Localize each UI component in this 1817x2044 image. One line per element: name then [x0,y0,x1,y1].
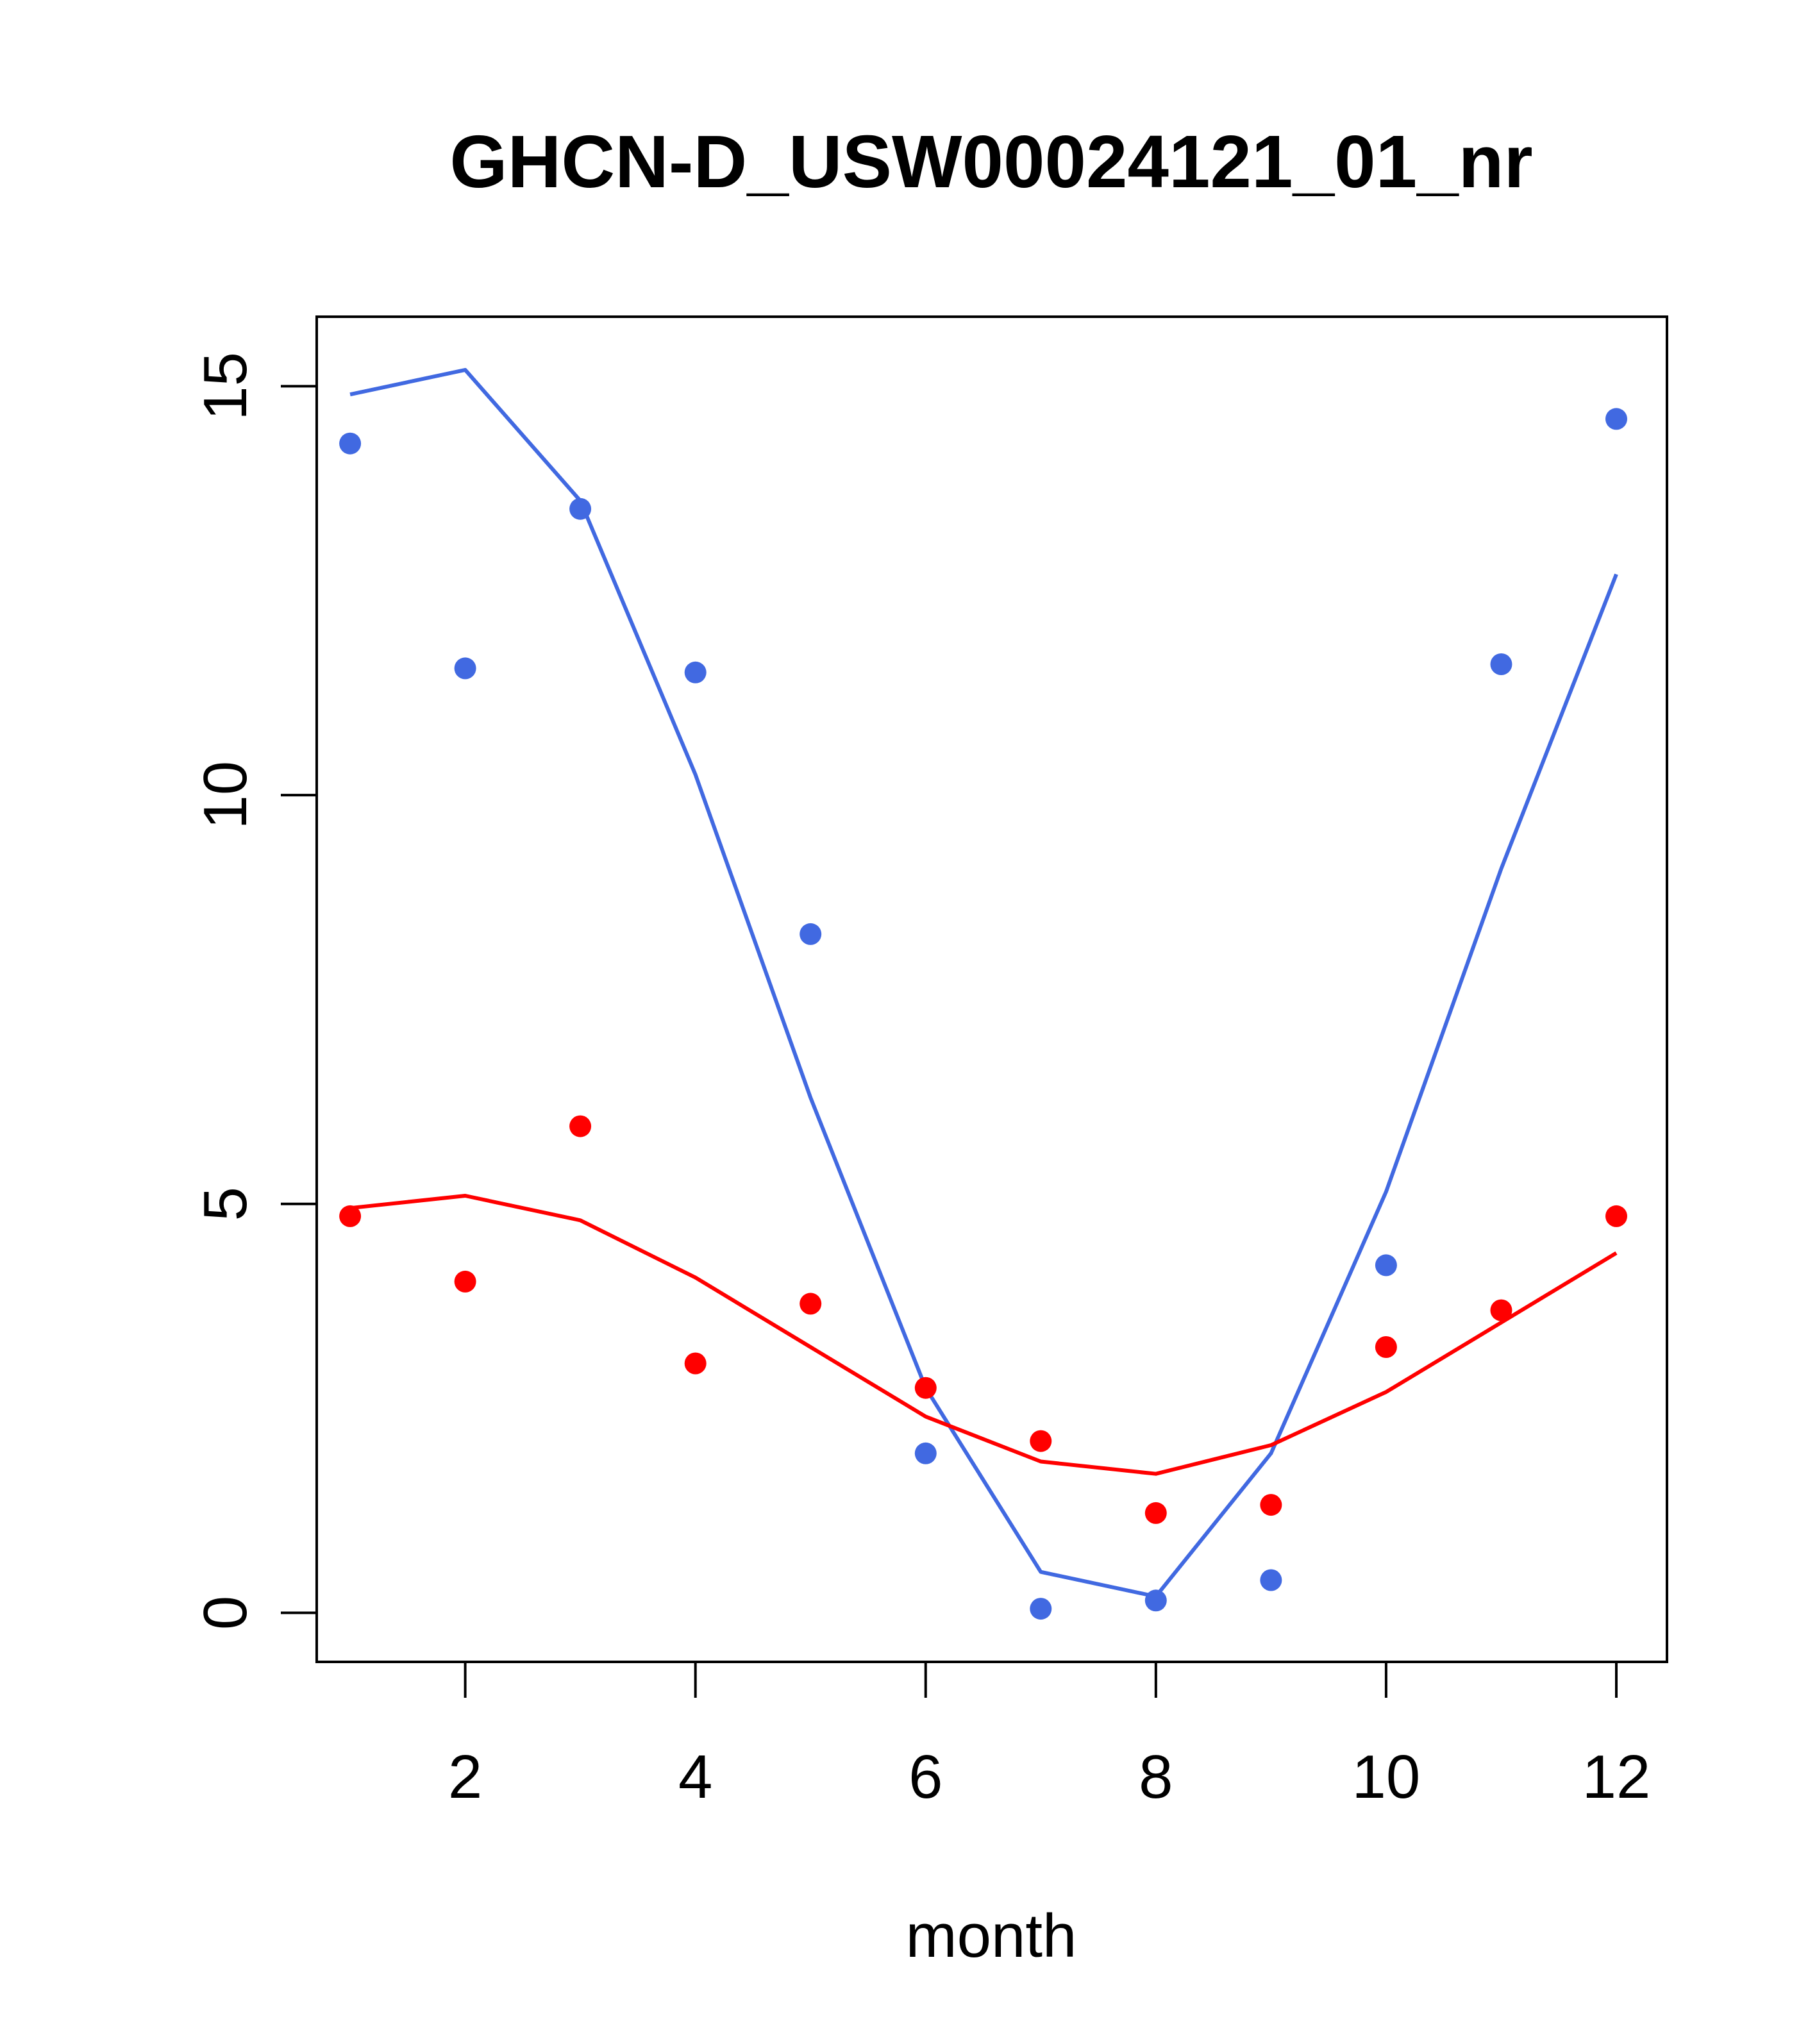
series-1-point [1490,653,1512,675]
x-tick-label: 10 [1352,1743,1421,1811]
x-axis: 2 4 6 8 10 12 [448,1661,1651,1811]
series-2-line [349,1194,1618,1476]
series-1-point [339,432,362,455]
x-tick-label: 12 [1582,1743,1651,1811]
x-tick-label: 6 [908,1743,942,1811]
series-1-line [349,367,1618,1598]
series-1-point [1605,408,1627,430]
y-tick-label: 15 [191,352,260,421]
series-2-point [454,1270,476,1293]
series-1-point [1144,1589,1167,1612]
y-axis: 0 5 10 15 [191,352,318,1630]
series-1-point [684,661,707,683]
series-1-point [1030,1598,1052,1620]
series-2-point [1605,1205,1627,1227]
y-tick-label: 10 [191,761,260,830]
plot-frame [315,315,1668,1663]
x-axis-label: month [906,1902,1077,1970]
y-tick-label: 0 [191,1596,260,1630]
series-1-point [914,1442,937,1464]
series-1-point [800,923,822,945]
series-layer [339,367,1627,1620]
series-2-point [914,1377,937,1399]
series-2-point [800,1293,822,1315]
series-1-point [1260,1569,1282,1591]
series-2-point [339,1205,362,1227]
series-2-point [1030,1430,1052,1452]
series-2-point [1490,1299,1512,1321]
x-tick-label: 4 [678,1743,712,1811]
chart-title: GHCN-D_USW00024121_01_nr [449,120,1532,203]
series-1-point [1375,1254,1397,1277]
x-tick-label: 8 [1139,1743,1173,1811]
series-2-point [1375,1336,1397,1358]
series-2-point [1260,1494,1282,1516]
series-2-point [1144,1502,1167,1524]
y-tick-label: 5 [191,1187,260,1221]
series-1-point [454,657,476,680]
series-2-point [569,1115,592,1137]
series-1-point [569,498,592,520]
series-2-point [684,1352,707,1375]
x-tick-label: 2 [448,1743,482,1811]
